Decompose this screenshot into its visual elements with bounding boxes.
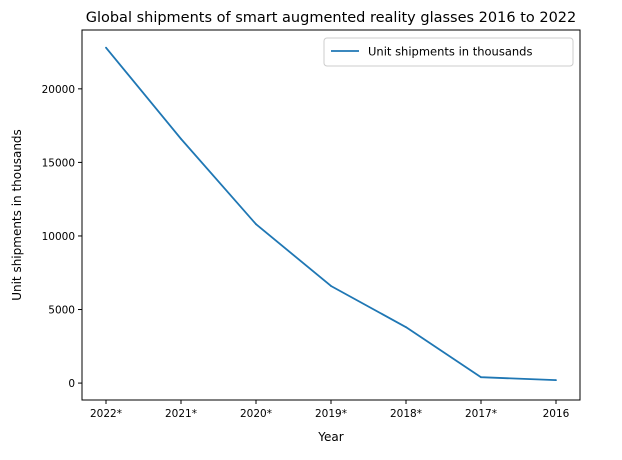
x-tick-label: 2018* [390, 408, 422, 420]
legend: Unit shipments in thousands [323, 37, 574, 67]
y-tick-label: 5000 [48, 305, 75, 317]
x-tick-label: 2016 [543, 408, 570, 420]
y-tick-label: 10000 [42, 231, 75, 243]
x-tick-label: 2022* [90, 408, 122, 420]
y-axis-label: Unit shipments in thousands [10, 129, 24, 301]
x-axis-label: Year [317, 430, 343, 444]
x-tick-label: 2017* [465, 408, 497, 420]
plot-area [105, 46, 557, 382]
y-tick-label: 0 [68, 378, 75, 390]
series-line [105, 47, 557, 382]
plot-frame [81, 29, 581, 401]
legend-label: Unit shipments in thousands [368, 45, 532, 59]
y-tick-label: 15000 [42, 157, 75, 169]
x-tick-label: 2021* [165, 408, 197, 420]
data-point [405, 326, 407, 329]
x-tick-label: 2020* [240, 408, 272, 420]
legend-box [323, 37, 574, 67]
data-point [480, 376, 482, 379]
data-point [180, 137, 182, 140]
chart-title: Global shipments of smart augmented real… [86, 10, 577, 26]
data-point [330, 285, 332, 287]
x-axis: 2022* 2021* 2020* 2019* 2018* 2017* 2016 [90, 400, 570, 420]
data-point [555, 379, 557, 382]
y-tick-label: 20000 [42, 84, 75, 96]
data-point [105, 46, 107, 49]
data-point [255, 223, 257, 226]
y-axis: 0 5000 10000 15000 20000 [42, 84, 82, 390]
x-tick-label: 2019* [315, 408, 347, 420]
